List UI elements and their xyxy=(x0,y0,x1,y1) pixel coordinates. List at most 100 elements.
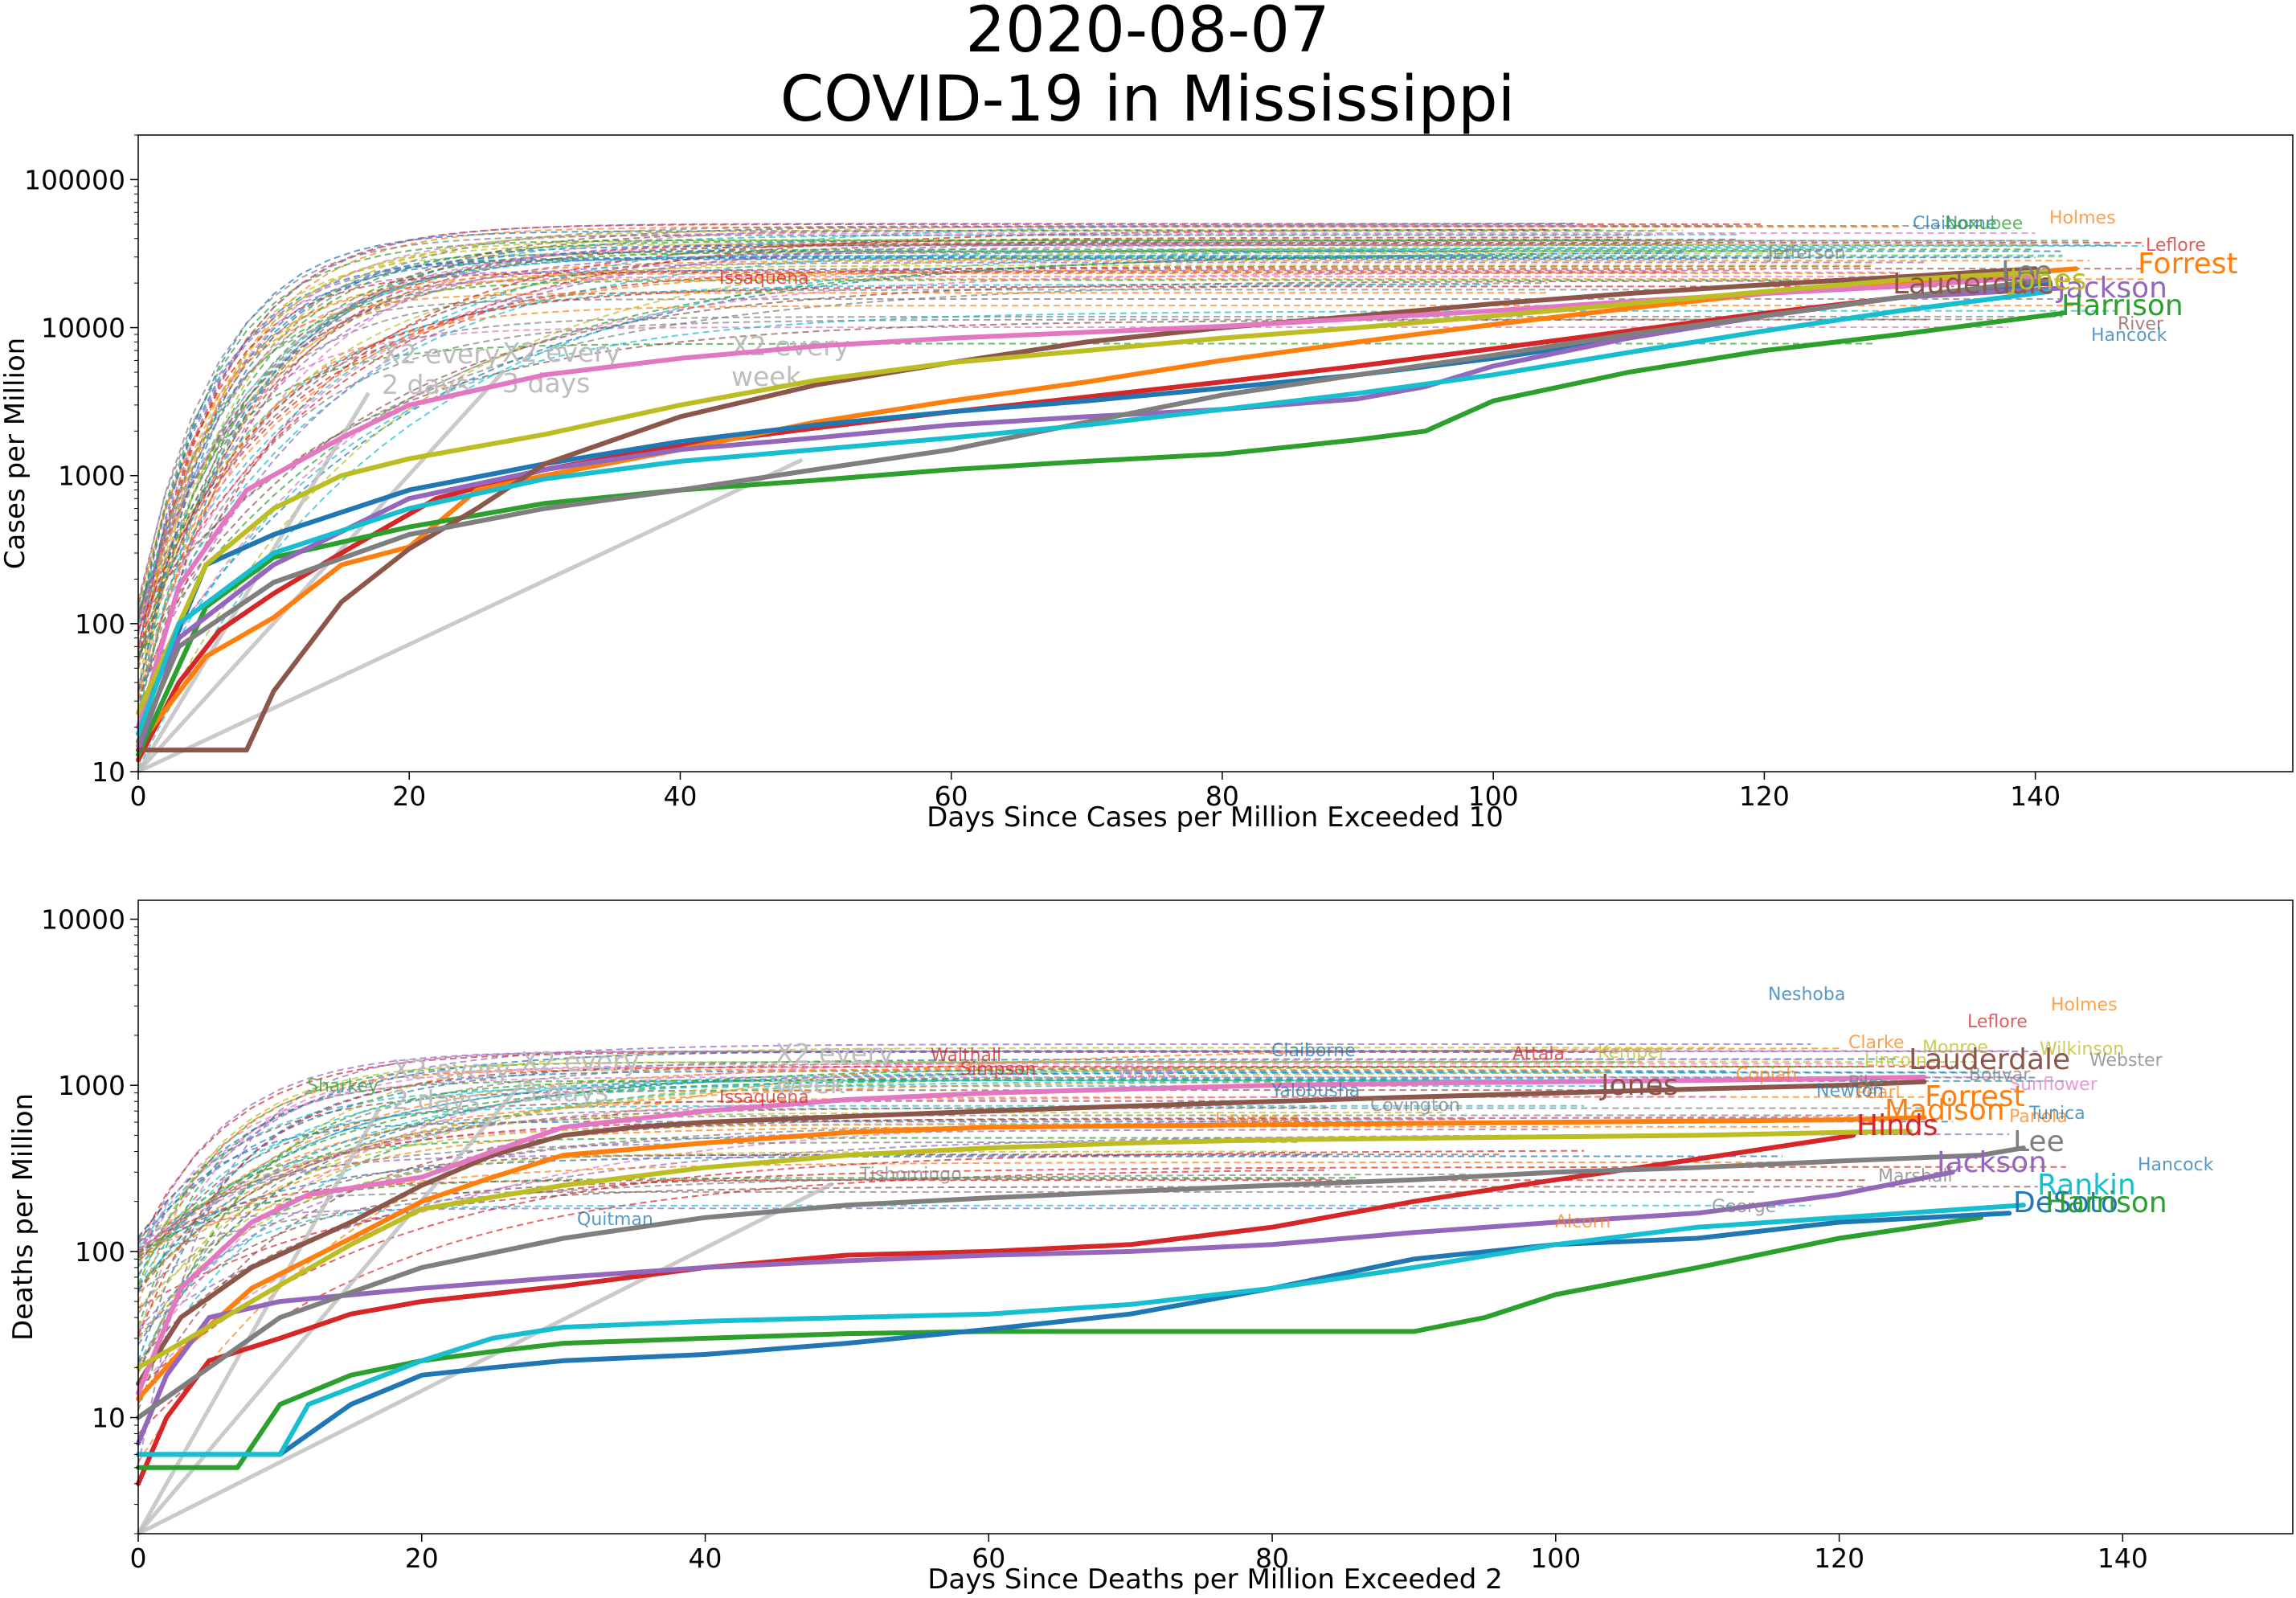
county-series-dashed xyxy=(137,280,1846,655)
county-label: Lawrence xyxy=(1215,1110,1299,1130)
county-label: Walthall xyxy=(931,1046,1001,1066)
county-label: Panola xyxy=(2009,1107,2068,1127)
county-series-dashed xyxy=(137,1080,2038,1262)
county-series-dashed xyxy=(137,1085,1613,1249)
county-label: Forrest xyxy=(1925,1080,2025,1113)
doubling-reference-line xyxy=(136,1107,382,1535)
county-series-dashed xyxy=(137,1173,1471,1256)
series-line-jackson xyxy=(136,1170,1955,1446)
county-series-dashed xyxy=(137,1186,2038,1362)
county-series-dashed xyxy=(137,272,1900,603)
county-label: Lauderdale xyxy=(1893,268,2054,301)
county-series-dashed xyxy=(137,1190,1754,1250)
county-label: Jackson xyxy=(2056,272,2167,305)
figure-date: 2020-08-07 xyxy=(965,0,1329,67)
series-line-jones xyxy=(136,1129,1913,1371)
doubling-reference-label: X2 every xyxy=(502,337,620,368)
county-series-dashed xyxy=(137,1063,1868,1257)
county-label: Quitman xyxy=(577,1210,653,1230)
doubling-reference-label: week xyxy=(776,1068,846,1100)
county-label: Wilkinson xyxy=(2040,1039,2124,1059)
figure-title: COVID-19 in Mississippi xyxy=(780,64,1516,136)
county-series-dashed xyxy=(137,1068,1613,1303)
county-series-dashed xyxy=(137,236,1629,701)
doubling-reference-label: 2 days xyxy=(392,1084,480,1116)
county-series-dashed xyxy=(137,1078,1585,1285)
cases-x-axis-label: Days Since Cases per Million Exceeded 10 xyxy=(927,801,1504,834)
county-series-dashed xyxy=(137,1096,1925,1261)
county-dashed-series xyxy=(137,1043,2066,1465)
y-tick-label: 1000 xyxy=(58,1070,125,1101)
county-label: Holmes xyxy=(2049,208,2116,228)
cases-plot-frame xyxy=(137,134,2294,772)
x-tick-label: 100 xyxy=(1530,1543,1581,1574)
county-series-dashed xyxy=(137,1043,1811,1267)
county-label: Hinds xyxy=(1856,1109,1938,1142)
county-label: Jackson xyxy=(1935,1146,2047,1179)
county-label: Yalobusha xyxy=(1271,1081,1360,1101)
county-series-dashed xyxy=(137,1080,1868,1327)
county-series-dashed xyxy=(137,298,2063,633)
county-series-dashed xyxy=(137,1059,1840,1366)
x-tick-label: 80 xyxy=(1255,1543,1289,1574)
series-line-jones xyxy=(136,268,2052,715)
doubling-reference-label: X2 every xyxy=(521,1046,639,1077)
x-tick-label: 0 xyxy=(130,781,147,812)
county-label: Harrison xyxy=(2061,289,2183,322)
series-line-forrest xyxy=(136,266,2079,748)
doubling-reference-label: X2 every xyxy=(776,1038,894,1069)
county-label: Attala xyxy=(1512,1044,1565,1064)
county-label: Lee xyxy=(2001,256,2052,289)
series-line-desoto xyxy=(136,1211,2012,1457)
deaths-axis-ticks: 0 20 40 60 80 100 120 140 10 100 1000 10000 xyxy=(41,904,2148,1574)
county-series-dashed xyxy=(137,1076,2010,1254)
county-series-dashed xyxy=(137,1114,1868,1372)
county-label: Claiborne xyxy=(1271,1041,1356,1061)
x-tick-label: 20 xyxy=(392,781,426,812)
county-label: Hancock xyxy=(2091,326,2167,346)
county-label: Claiborne xyxy=(1913,214,1997,234)
county-label: Webster xyxy=(2089,1051,2163,1071)
county-label: Monroe xyxy=(1922,1038,1988,1058)
county-series-dashed xyxy=(137,1051,2038,1465)
county-series-dashed xyxy=(137,248,2036,717)
county-series-dashed xyxy=(137,271,1684,649)
county-label: Tishomingo xyxy=(859,1165,962,1185)
x-tick-label: 120 xyxy=(1814,1543,1864,1574)
county-label: Neshoba xyxy=(1768,985,1845,1005)
y-tick-label: 10 xyxy=(92,756,125,788)
county-series-dashed xyxy=(137,1071,1613,1239)
county-label: Lee xyxy=(2013,1125,2065,1158)
county-series-dashed xyxy=(137,342,1873,613)
deaths-y-axis-label: Deaths per Million xyxy=(7,1093,39,1341)
highlighted-series xyxy=(136,1075,2026,1486)
county-series-dashed xyxy=(137,261,1927,645)
county-series-dashed xyxy=(137,1149,1585,1389)
county-label: DeSoto xyxy=(2013,1186,2118,1219)
county-series-dashed xyxy=(137,1153,1500,1372)
county-series-dashed xyxy=(137,264,1873,625)
county-series-dashed xyxy=(137,1100,1329,1276)
county-series-dashed xyxy=(137,292,1548,606)
county-label: Newton xyxy=(1816,1081,1884,1101)
county-label: Sharkey xyxy=(307,1076,379,1096)
county-series-dashed xyxy=(137,278,2144,666)
county-series-dashed xyxy=(137,285,1954,631)
county-label: Tunica xyxy=(2028,1104,2085,1124)
county-series-dashed xyxy=(137,265,1873,615)
county-series-dashed xyxy=(137,225,1602,686)
x-tick-label: 60 xyxy=(972,1543,1005,1574)
county-series-dashed xyxy=(137,225,1737,658)
x-tick-label: 0 xyxy=(130,1543,147,1574)
county-label: Jefferson xyxy=(1766,244,1846,264)
x-tick-label: 120 xyxy=(1739,781,1790,812)
deaths-x-axis-label: Days Since Deaths per Million Exceeded 2 xyxy=(927,1563,1503,1596)
county-series-dashed xyxy=(137,268,1765,629)
county-series-dashed xyxy=(137,225,1982,618)
series-line-madison xyxy=(136,1075,1927,1396)
county-series-dashed xyxy=(137,250,1792,661)
county-series-dashed xyxy=(137,1204,1811,1365)
series-line-jackson xyxy=(136,285,2065,753)
y-tick-label: 100 xyxy=(75,1236,125,1268)
